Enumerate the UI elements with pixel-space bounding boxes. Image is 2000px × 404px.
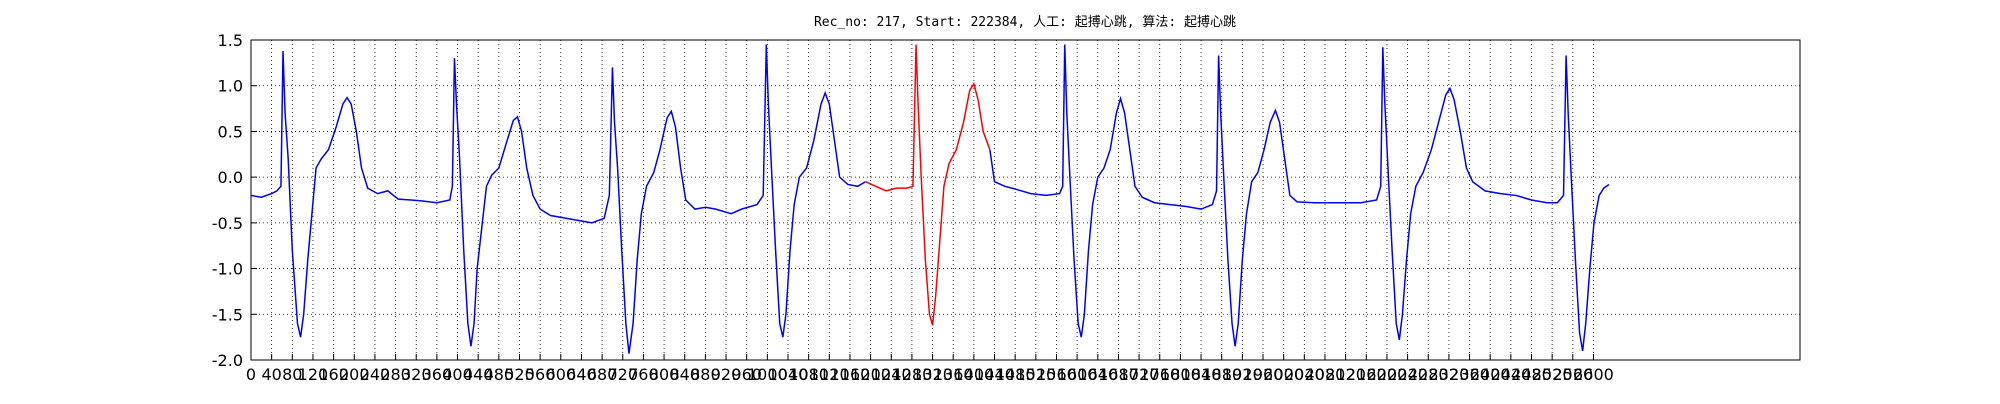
x-tick-label: 2160 [1346,365,1387,384]
x-tick-label: 440 [463,365,494,384]
chart-title: Rec_no: 217, Start: 222384, 人工: 起搏心跳, 算法… [814,14,1236,30]
x-tick-label: 760 [628,365,659,384]
x-tick-label: 2240 [1387,365,1428,384]
x-tick-label: 2040 [1284,365,1325,384]
x-tick-label: 1240 [871,365,912,384]
x-tick-label: 1560 [1036,365,1077,384]
x-tick-label: 2560 [1552,365,1593,384]
x-tick-label: 1080 [788,365,829,384]
x-tick-label: 360 [422,365,453,384]
x-tick-label: 1200 [850,365,891,384]
x-tick-label: 920 [711,365,742,384]
x-tick-label: 720 [607,365,638,384]
x-tick-label: 680 [587,365,618,384]
plot-frame [250,39,1801,361]
y-tick-label: 0.5 [218,122,243,141]
x-tick-label: 1520 [1015,365,1056,384]
x-tick-label: 2120 [1325,365,1366,384]
y-tick-label: 1.0 [218,77,243,96]
x-tick-label: 320 [401,365,432,384]
x-tick-label: 2000 [1263,365,1304,384]
x-tick-label: 1760 [1139,365,1180,384]
x-tick-label: 1680 [1098,365,1139,384]
y-tick-label: -1.5 [212,305,243,324]
x-tick-label: 40 [261,365,281,384]
x-tick-label: 1600 [1057,365,1098,384]
ecg-line [865,44,991,326]
x-tick-label: 120 [298,365,329,384]
x-tick-label: 1120 [809,365,850,384]
x-tick-label: 1440 [974,365,1015,384]
x-tick-label: 280 [380,365,411,384]
x-tick-label: 880 [690,365,721,384]
x-tick-label: 960 [731,365,762,384]
y-tick-label: -0.5 [212,214,243,233]
x-tick-label: 560 [525,365,556,384]
x-tick-label: 1160 [830,365,871,384]
x-tick-label: 840 [669,365,700,384]
x-tick-label: 2200 [1367,365,1408,384]
ecg-line [250,44,1610,354]
x-tick-label: 2080 [1305,365,1346,384]
x-tick-label: 1040 [768,365,809,384]
x-tick-label: 1920 [1222,365,1263,384]
x-tick-label: 1000 [747,365,788,384]
x-tick-label: 2360 [1449,365,1490,384]
x-tick-label: 520 [504,365,535,384]
x-tick-label: 1480 [995,365,1036,384]
x-tick-label: 1880 [1201,365,1242,384]
x-tick-label: 800 [649,365,680,384]
x-tick-label: 2480 [1511,365,1552,384]
x-tick-label: 480 [484,365,515,384]
x-tick-label: 1400 [954,365,995,384]
y-tick-label: 1.5 [218,31,243,50]
x-tick-label: 2520 [1532,365,1573,384]
x-tick-label: 200 [339,365,370,384]
x-tick-label: 1960 [1243,365,1284,384]
x-tick-label: 2280 [1408,365,1449,384]
x-tick-label: 640 [566,365,597,384]
y-tick-label: -1.0 [212,260,243,279]
x-tick-label: 1280 [892,365,933,384]
y-tick-label: -2.0 [212,351,243,370]
x-tick-label: 2400 [1470,365,1511,384]
x-tick-label: 1320 [912,365,953,384]
x-tick-label: 600 [546,365,577,384]
x-tick-label: 2440 [1490,365,1531,384]
x-tick-label: 1360 [933,365,974,384]
x-tick-label: 80 [282,365,302,384]
x-tick-label: 1840 [1181,365,1222,384]
x-tick-label: 240 [360,365,391,384]
x-tick-label: 1800 [1160,365,1201,384]
x-tick-label: 400 [442,365,473,384]
x-tick-label: 2600 [1573,365,1614,384]
y-tick-label: 0.0 [218,168,243,187]
x-tick-label: 0 [246,365,256,384]
x-tick-label: 160 [318,365,349,384]
x-tick-label: 1640 [1077,365,1118,384]
x-tick-label: 2320 [1429,365,1470,384]
x-tick-label: 1720 [1119,365,1160,384]
